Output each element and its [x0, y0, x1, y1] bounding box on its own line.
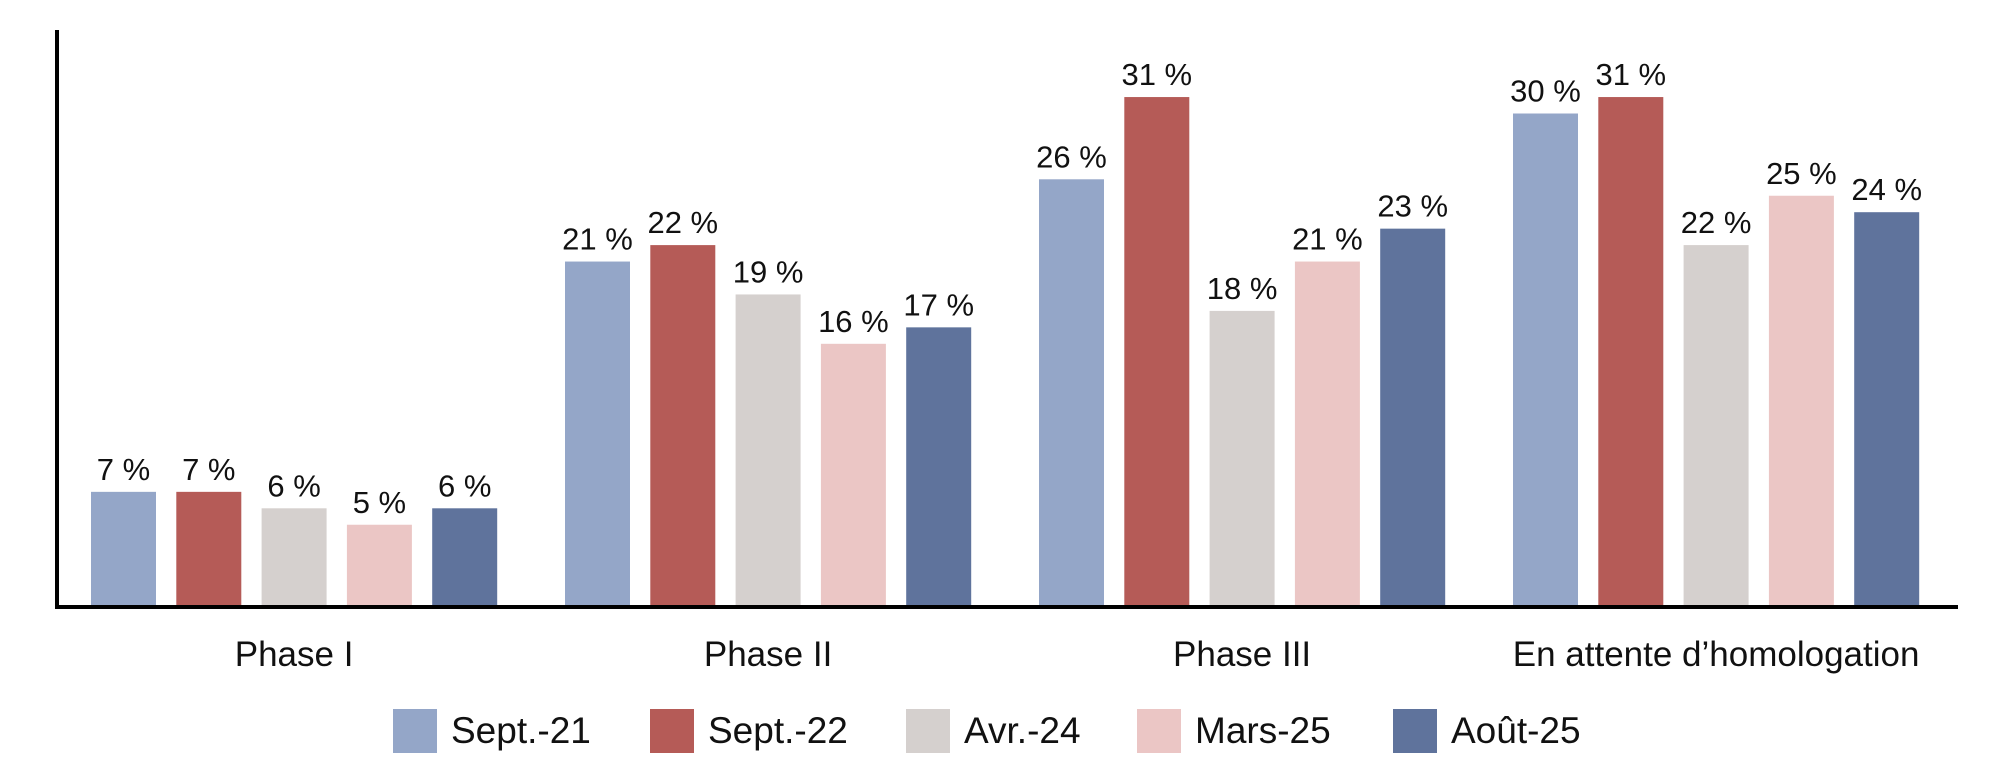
bar-1-0	[565, 261, 630, 607]
bar-3-0	[1513, 113, 1578, 607]
value-label: 7 %	[182, 452, 235, 487]
category-label: Phase II	[704, 635, 832, 674]
value-label: 31 %	[1121, 57, 1192, 92]
bar-2-4	[1380, 228, 1446, 607]
value-label: 18 %	[1207, 271, 1278, 306]
value-label: 21 %	[1292, 222, 1363, 257]
value-label: 17 %	[903, 287, 974, 322]
value-label: 16 %	[818, 304, 889, 339]
value-label: 7 %	[97, 452, 150, 487]
bar-2-1	[1124, 97, 1190, 608]
legend-label: Sept.-22	[708, 710, 848, 751]
category-label: Phase III	[1173, 635, 1311, 674]
value-label: 6 %	[267, 468, 320, 503]
bars-layer	[91, 97, 1920, 608]
value-label: 6 %	[438, 468, 491, 503]
bar-3-3	[1768, 195, 1834, 607]
value-label: 26 %	[1036, 139, 1107, 174]
legend-label: Août-25	[1451, 710, 1581, 751]
category-label: En attente d’homologation	[1513, 635, 1920, 674]
value-label: 21 %	[562, 222, 633, 257]
legend-label: Sept.-21	[451, 710, 591, 751]
value-label: 25 %	[1766, 156, 1837, 191]
bar-1-2	[735, 294, 801, 607]
legend: Sept.-21 Sept.-22 Avr.-24 Mars-25 Août-25	[393, 709, 1581, 753]
legend-label: Avr.-24	[964, 710, 1081, 751]
value-label: 31 %	[1595, 57, 1666, 92]
bar-2-0	[1039, 179, 1104, 608]
bar-3-4	[1854, 212, 1920, 607]
legend-swatch	[650, 709, 694, 753]
value-label: 22 %	[1681, 205, 1752, 240]
value-label: 22 %	[647, 205, 718, 240]
bar-0-4	[432, 508, 498, 607]
legend-label: Mars-25	[1195, 710, 1331, 751]
legend-swatch	[906, 709, 950, 753]
bar-3-2	[1683, 245, 1749, 607]
bar-1-1	[650, 245, 716, 607]
bar-2-2	[1209, 310, 1275, 607]
bar-2-3	[1294, 261, 1360, 607]
category-label: Phase I	[235, 635, 354, 674]
value-labels-layer: 7 % 7 % 6 % 5 % 6 % 21 % 22 % 19 % 16 % 17 % 26 % 3…	[97, 57, 1922, 520]
bar-1-4	[906, 327, 972, 607]
value-label: 5 %	[353, 485, 406, 520]
bar-0-0	[91, 491, 156, 607]
value-label: 23 %	[1377, 189, 1448, 224]
legend-swatch	[1393, 709, 1437, 753]
value-label: 24 %	[1851, 172, 1922, 207]
legend-swatch	[1137, 709, 1181, 753]
value-label: 19 %	[733, 254, 804, 289]
bar-0-1	[176, 491, 242, 607]
legend-swatch	[393, 709, 437, 753]
bar-0-2	[261, 508, 327, 607]
category-labels: Phase I Phase II Phase III En attente d’hom…	[235, 635, 1920, 674]
value-label: 30 %	[1510, 74, 1581, 109]
bar-1-3	[820, 343, 886, 607]
bar-0-3	[346, 524, 412, 607]
bar-3-1	[1598, 97, 1664, 608]
